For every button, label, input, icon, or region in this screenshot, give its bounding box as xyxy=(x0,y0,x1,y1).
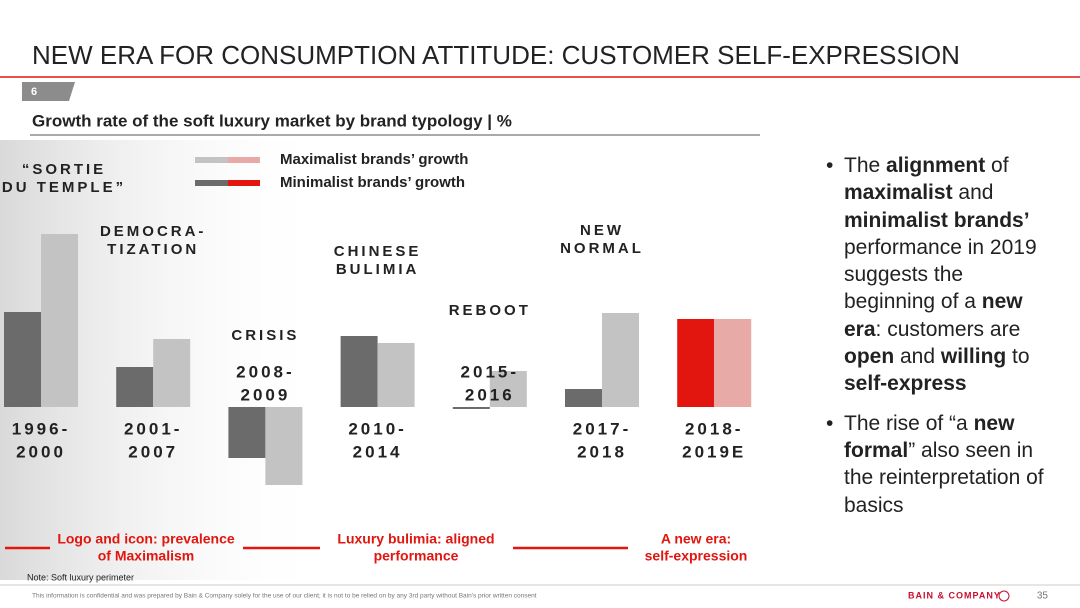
bullet-run: of xyxy=(985,154,1009,177)
bullet-text: The rise of “a new formal” also seen in … xyxy=(844,410,1052,519)
category-label: 2017- xyxy=(573,419,631,438)
bullet-run: maximalist xyxy=(844,181,953,205)
bullet-run: minimalist brands’ xyxy=(844,208,1030,232)
bullet-run: willing xyxy=(940,345,1007,369)
bullet-run: new era xyxy=(844,290,1023,341)
annotation: of Maximalism xyxy=(98,548,194,564)
page-number: 35 xyxy=(1037,591,1049,602)
bar xyxy=(153,339,191,407)
bullet-run: to xyxy=(1006,345,1030,369)
category-label: 2008- xyxy=(236,362,294,381)
era-label: BULIMIA xyxy=(336,261,420,278)
bar xyxy=(489,371,527,407)
legend-swatch xyxy=(228,180,260,186)
note: Note: Soft luxury perimeter xyxy=(27,572,134,582)
annotation: performance xyxy=(374,548,459,564)
bullet-run: The rise of “a xyxy=(844,411,974,435)
bar xyxy=(452,407,490,409)
bullet-dot: • xyxy=(826,411,834,435)
bullet-run: alignment xyxy=(886,154,986,177)
era-label: NEW xyxy=(580,222,624,239)
bullet-run: and xyxy=(952,181,994,205)
bullet-run: new formal xyxy=(844,411,1015,462)
bullet-dot: • xyxy=(826,154,834,177)
bullet-text: The alignment of maximalist and minimali… xyxy=(844,152,1052,398)
bar xyxy=(265,407,303,485)
legend-swatch xyxy=(195,180,228,186)
category-label: 2014 xyxy=(353,442,403,461)
bar xyxy=(116,367,154,407)
category-label: 2018 xyxy=(577,442,627,461)
category-label: 2009 xyxy=(240,385,290,404)
era-label: DU TEMPLE” xyxy=(2,179,126,196)
annotation: A new era: xyxy=(661,531,731,547)
bar xyxy=(602,313,639,407)
bullet: • The rise of “a new formal” also seen in… xyxy=(826,410,1052,519)
bullet-run: The xyxy=(844,154,887,177)
bar xyxy=(714,319,752,407)
annotation: Luxury bulimia: aligned xyxy=(337,531,494,547)
bullet-run: self-express xyxy=(844,372,967,396)
brand: BAIN & COMPANY xyxy=(908,590,1001,600)
bullet-run: : customers are xyxy=(875,317,1021,341)
bullet-run: performance in 2019 suggests the beginni… xyxy=(844,235,1037,314)
legend-swatch xyxy=(195,157,228,163)
annotation: self-expression xyxy=(645,548,748,564)
page-tab xyxy=(22,82,75,101)
category-label: 2015- xyxy=(461,362,519,381)
bar xyxy=(677,319,715,407)
bullet-run: ” also seen in the reinterpretation of b… xyxy=(844,438,1044,517)
bullet-run: and xyxy=(894,345,941,369)
category-label: 2010- xyxy=(348,419,406,438)
era-label: NORMAL xyxy=(560,240,644,257)
category-label: 2018- xyxy=(685,419,743,438)
era-label: CHINESE xyxy=(334,243,422,260)
era-label: CRISIS xyxy=(231,327,299,344)
category-label: 2019E xyxy=(682,442,746,461)
bullet: • The alignment of maximalist and minimal… xyxy=(826,152,1052,398)
bar xyxy=(228,407,266,458)
brand-icon xyxy=(998,590,1010,602)
category-label: 2001- xyxy=(124,419,182,438)
era-label: REBOOT xyxy=(449,302,531,319)
era-label: DEMOCRA- xyxy=(100,223,207,240)
annotation: Logo and icon: prevalence xyxy=(57,531,235,547)
bullet-run: open xyxy=(844,345,895,369)
page-tag: 6 xyxy=(31,86,37,98)
category-label: 2016 xyxy=(465,385,515,404)
legend-swatch xyxy=(228,157,260,163)
category-label: 1996- xyxy=(12,419,70,438)
disclaimer: This information is confidential and was… xyxy=(32,593,537,600)
category-label: 2007 xyxy=(128,442,178,461)
chart-title: Growth rate of the soft luxury market by… xyxy=(32,111,512,130)
legend-label: Minimalist brands’ growth xyxy=(280,174,465,191)
bar xyxy=(340,336,378,407)
category-label: 2000 xyxy=(16,442,66,461)
legend-label: Maximalist brands’ growth xyxy=(280,151,468,168)
bar xyxy=(377,343,415,407)
era-label: TIZATION xyxy=(107,241,199,258)
bar xyxy=(4,312,41,407)
bullets: • The alignment of maximalist and minimal… xyxy=(826,152,1052,531)
bar xyxy=(565,389,602,407)
slide-title: NEW ERA FOR CONSUMPTION ATTITUDE: CUSTOM… xyxy=(32,40,960,70)
bar xyxy=(41,234,78,407)
era-label: “SORTIE xyxy=(22,161,106,178)
